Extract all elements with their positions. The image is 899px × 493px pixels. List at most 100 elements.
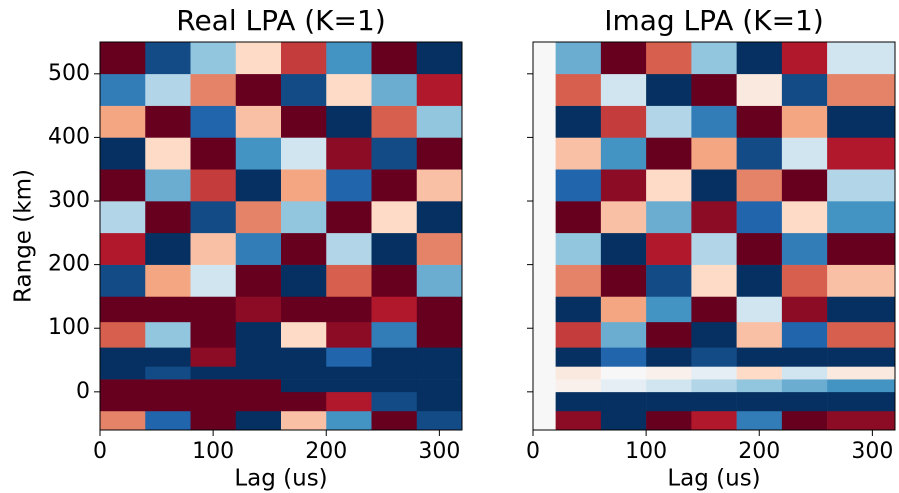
heatmap-cell	[235, 105, 282, 138]
heatmap-cell	[555, 391, 602, 412]
heatmap-cell	[100, 137, 146, 170]
heatmap-cell	[416, 296, 463, 323]
heatmap-cell	[600, 105, 647, 138]
heatmap-cell	[736, 105, 783, 138]
heatmap-cell	[691, 105, 737, 138]
heatmap-cell	[190, 410, 237, 431]
heatmap-cell	[533, 169, 556, 202]
heatmap-cell	[235, 264, 282, 297]
heatmap-cell	[326, 201, 372, 234]
heatmap-cell	[646, 391, 692, 412]
heatmap-cell	[326, 410, 372, 431]
heatmap-cell	[827, 296, 896, 323]
y-tick-label: 500	[48, 61, 90, 86]
heatmap-cell	[827, 73, 896, 106]
heatmap-cell	[371, 73, 418, 106]
heatmap-cell	[691, 366, 737, 380]
heatmap-cell	[371, 347, 418, 367]
heatmap-cell	[190, 169, 237, 202]
heatmap-cell	[827, 347, 896, 367]
heatmap-cell	[827, 264, 896, 297]
heatmap-cell	[326, 391, 372, 412]
heatmap-cell	[555, 264, 602, 297]
heatmap-cell	[145, 391, 191, 412]
heatmap-cell	[827, 105, 896, 138]
heatmap-cell	[371, 201, 418, 234]
heatmap-cell	[827, 321, 896, 348]
y-tick-label: 400	[48, 124, 90, 149]
heatmap-cell	[326, 379, 372, 393]
heatmap-cell	[736, 42, 783, 75]
heatmap-cell	[100, 321, 146, 348]
heatmap-cell	[555, 410, 602, 431]
heatmap-cell	[145, 73, 191, 106]
heatmap-cell	[100, 264, 146, 297]
x-tick-label: 100	[192, 439, 234, 464]
y-tick-label: 200	[48, 252, 90, 277]
heatmap-cell	[533, 296, 556, 323]
heatmap-cell	[416, 379, 463, 393]
heatmap-cell	[100, 296, 146, 323]
heatmap-cell	[827, 169, 896, 202]
heatmap-cell	[555, 321, 602, 348]
heatmap-cell	[190, 296, 237, 323]
x-tick-label: 300	[418, 439, 460, 464]
heatmap-cell	[691, 73, 737, 106]
heatmap-cell	[827, 232, 896, 265]
heatmap-cell	[281, 379, 327, 393]
heatmap-cell	[235, 201, 282, 234]
heatmap-cell	[281, 391, 327, 412]
y-tick-label: 0	[76, 379, 90, 404]
heatmap-cell	[555, 379, 602, 393]
heatmap-cell	[416, 391, 463, 412]
heatmap-cell	[145, 410, 191, 431]
heatmap-cell	[416, 42, 463, 75]
heatmap-cell	[100, 169, 146, 202]
heatmap-cell	[533, 366, 556, 380]
heatmap-cell	[646, 347, 692, 367]
heatmap-cell	[100, 42, 146, 75]
heatmap-cell	[416, 232, 463, 265]
x-tick-label: 100	[625, 439, 667, 464]
heatmap-cell	[100, 410, 146, 431]
heatmap-cell	[691, 232, 737, 265]
heatmap-cell	[555, 73, 602, 106]
heatmap-cell	[371, 169, 418, 202]
heatmap-cell	[326, 232, 372, 265]
heatmap-cell	[781, 347, 828, 367]
heatmap-cell	[100, 379, 146, 393]
heatmap-cell	[827, 366, 896, 380]
x-axis-label: Lag (us)	[667, 466, 760, 492]
heatmap-cell	[281, 169, 327, 202]
heatmap-cell	[190, 321, 237, 348]
heatmap-cell	[533, 42, 556, 75]
heatmap-cell	[781, 73, 828, 106]
heatmap-cell	[691, 410, 737, 431]
x-tick-label: 0	[93, 439, 107, 464]
heatmap-cell	[691, 379, 737, 393]
heatmap-cell	[555, 169, 602, 202]
heatmap-cell	[326, 347, 372, 367]
heatmap-cell	[646, 73, 692, 106]
heatmap-cell	[691, 201, 737, 234]
heatmap-cell	[533, 321, 556, 348]
heatmap-cell	[281, 105, 327, 138]
heatmap-cell	[533, 201, 556, 234]
heatmap-cell	[145, 347, 191, 367]
heatmap-cell	[100, 73, 146, 106]
heatmap-cell	[646, 321, 692, 348]
heatmap-cell	[281, 264, 327, 297]
heatmap-cell	[533, 347, 556, 367]
heatmap-cell	[190, 42, 237, 75]
heatmap-cell	[190, 391, 237, 412]
heatmap-cell	[371, 137, 418, 170]
heatmap-cell	[326, 366, 372, 380]
heatmap-cell	[416, 137, 463, 170]
heatmap-cell	[235, 42, 282, 75]
heatmap-cell	[646, 169, 692, 202]
heatmap-cell	[781, 410, 828, 431]
heatmap-cell	[371, 410, 418, 431]
heatmap-cell	[600, 264, 647, 297]
heatmap-cell	[145, 366, 191, 380]
heatmap-cell	[555, 232, 602, 265]
